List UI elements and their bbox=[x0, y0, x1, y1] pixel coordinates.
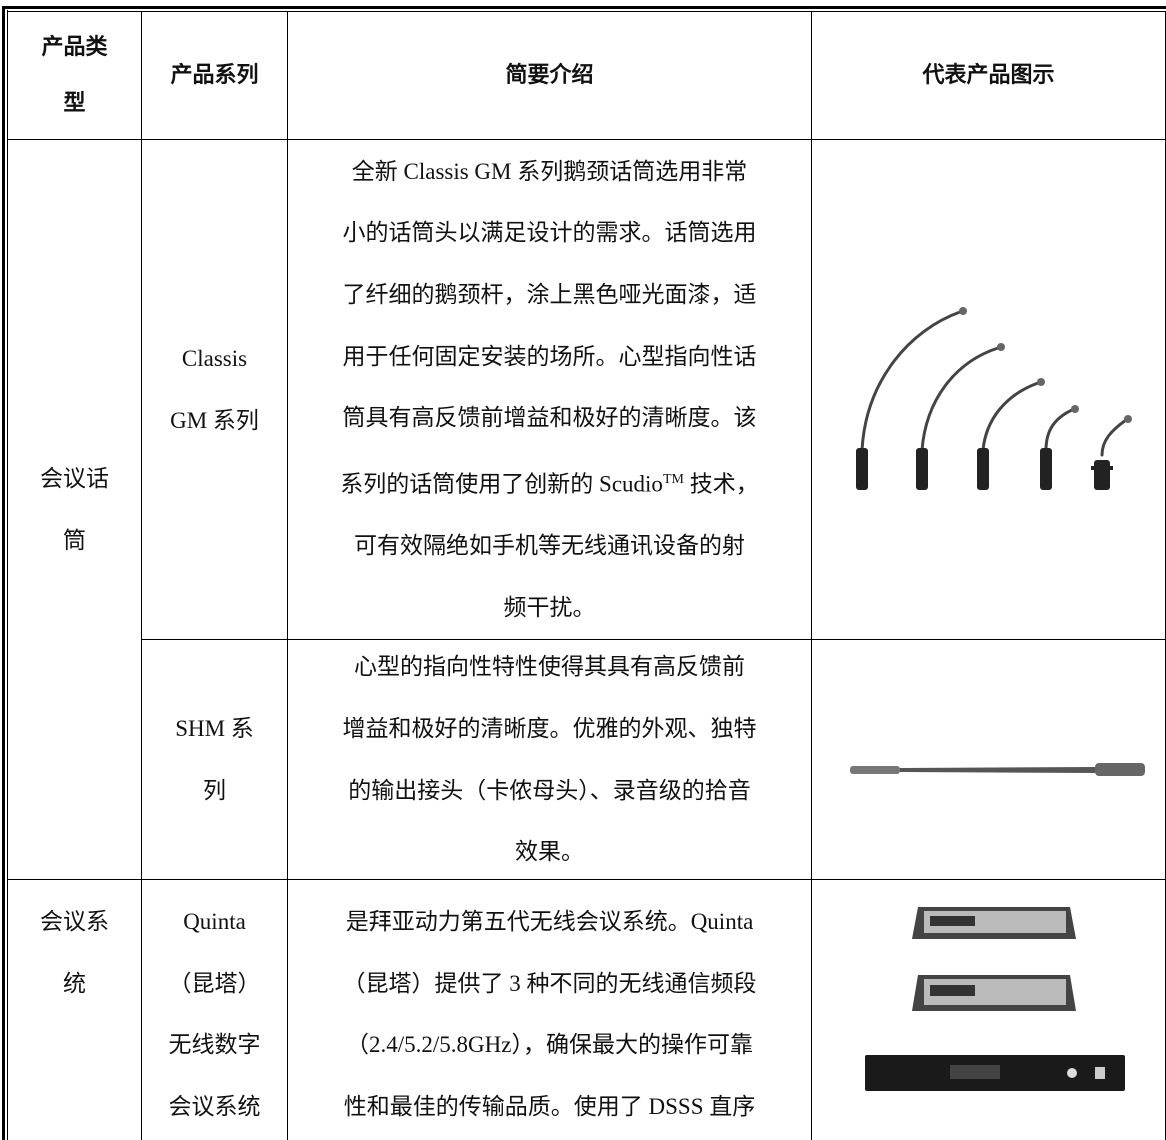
text-line: SHM 系 bbox=[175, 715, 254, 741]
text-line: 代表产品图示 bbox=[922, 62, 1055, 88]
text-line: 统 bbox=[63, 970, 86, 996]
text-line: （昆塔） bbox=[168, 970, 261, 996]
text-line: 无线数字 bbox=[168, 1032, 261, 1058]
text-line: 心型的指向性特性使得其具有高反馈前 bbox=[354, 654, 745, 680]
text-line: （2.4/5.2/5.8GHz），确保最大的操作可靠 bbox=[346, 1032, 753, 1058]
table-cell: 全新 Classis GM 系列鹅颈话筒选用非常 小的话筒头以满足设计的需求。话筒… bbox=[288, 140, 812, 640]
table-cell: 心型的指向性特性使得其具有高反馈前 增益和极好的清晰度。优雅的外观、独特 的输出接头… bbox=[288, 640, 812, 880]
border bbox=[7, 11, 1166, 12]
table-cell: Classis GM 系列 bbox=[142, 140, 288, 640]
table-cell: 会议系统 bbox=[8, 880, 142, 1140]
text-line: 小的话筒头以满足设计的需求。话筒选用 bbox=[342, 220, 757, 246]
superscript: TM bbox=[662, 471, 684, 487]
text-span: 系列的话筒使用了创新的 Scudio bbox=[340, 471, 663, 497]
text-line: 产品类 bbox=[41, 34, 108, 60]
border bbox=[2, 6, 5, 1140]
text-line: 性和最佳的传输品质。使用了 DSSS 直序 bbox=[343, 1093, 756, 1119]
microphone-image bbox=[856, 307, 1132, 490]
text-line: 会议话 bbox=[40, 465, 109, 491]
microphone-image bbox=[850, 763, 1145, 776]
header-cell: 产品类型 bbox=[8, 12, 142, 140]
header-cell: 代表产品图示 bbox=[812, 12, 1166, 140]
text-line: 列 bbox=[203, 777, 226, 803]
border bbox=[2, 6, 1166, 9]
table-cell: SHM 系列 bbox=[142, 640, 288, 880]
text-line: 用于任何固定安装的场所。心型指向性话 bbox=[342, 343, 757, 369]
table-cell: 会议话筒 bbox=[8, 140, 142, 880]
text-line: GM 系列 bbox=[170, 407, 259, 433]
text-line: 可有效隔绝如手机等无线通讯设备的射 bbox=[354, 533, 745, 559]
text-line: 了纤细的鹅颈杆，涂上黑色哑光面漆，适 bbox=[342, 281, 757, 307]
text-line: 是拜亚动力第五代无线会议系统。Quinta bbox=[345, 909, 754, 934]
text-line: （昆塔）提供了 3 种不同的无线通信频段 bbox=[342, 970, 757, 996]
table-cell: Quinta （昆塔） 无线数字会议系统 bbox=[142, 880, 288, 1140]
text-line: Quinta bbox=[183, 909, 246, 934]
text-line: 频干扰。 bbox=[503, 594, 596, 620]
border bbox=[7, 10, 8, 1140]
text-line: 筒 bbox=[63, 527, 86, 553]
text-line: 增益和极好的清晰度。优雅的外观、独特 bbox=[342, 715, 757, 741]
text-line: Classis bbox=[181, 345, 248, 371]
text-line: 筒具有高反馈前增益和极好的清晰度。该 bbox=[342, 405, 757, 431]
text-span: 技术， bbox=[683, 471, 759, 497]
device-image bbox=[865, 907, 1125, 1091]
text-line: 产品系列 bbox=[170, 62, 259, 88]
text-line: 会议系 bbox=[40, 909, 109, 934]
header-cell: 产品系列 bbox=[142, 12, 288, 140]
text-line: 型 bbox=[63, 90, 86, 116]
text-line: 会议系统 bbox=[168, 1093, 261, 1119]
text-line: 效果。 bbox=[515, 839, 584, 865]
text-line: 全新 Classis GM 系列鹅颈话筒选用非常 bbox=[351, 158, 748, 184]
text-line: 系列的话筒使用了创新的 ScudioTM 技术， bbox=[340, 449, 758, 515]
text-line: 简要介绍 bbox=[505, 62, 594, 88]
header-cell: 简要介绍 bbox=[288, 12, 812, 140]
text-line: 的输出接头（卡侬母头）、录音级的拾音 bbox=[348, 777, 751, 803]
table-cell: 是拜亚动力第五代无线会议系统。Quinta （昆塔）提供了 3 种不同的无线通信频… bbox=[288, 880, 812, 1140]
